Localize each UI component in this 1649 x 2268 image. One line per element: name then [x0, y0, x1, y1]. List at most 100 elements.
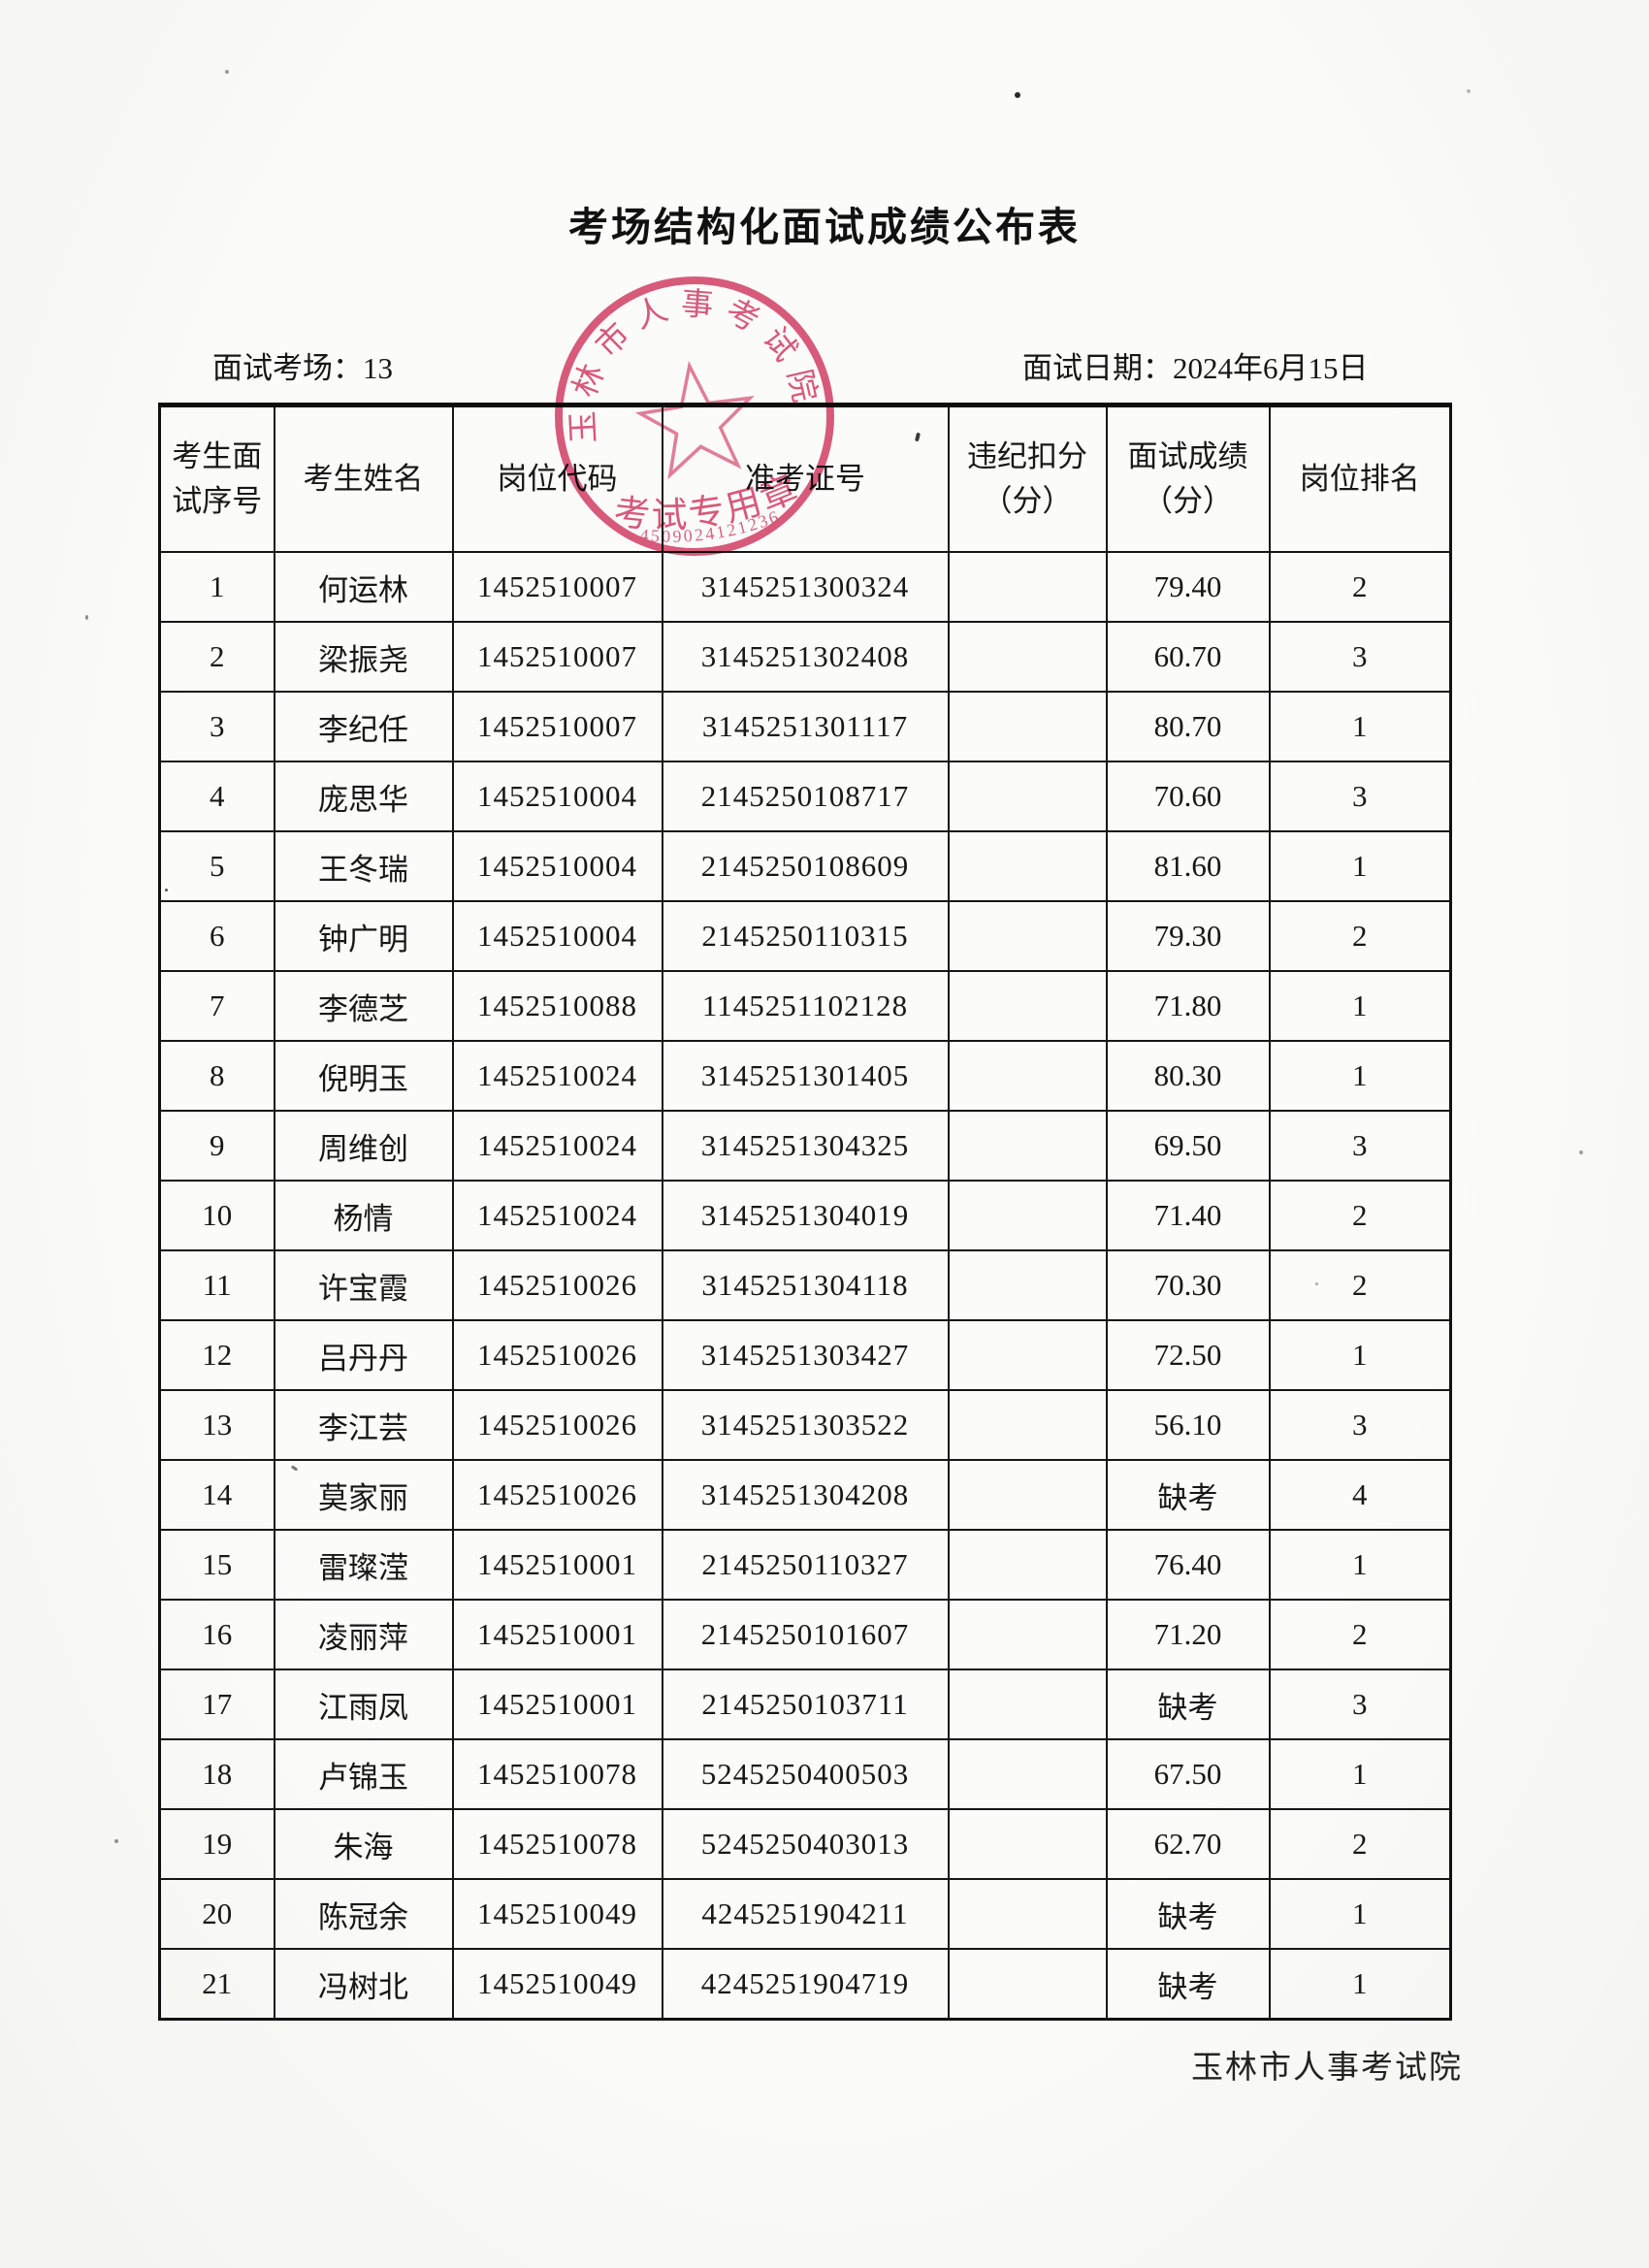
cell-score: 79.40 — [1105, 551, 1271, 623]
table-row: 3 李纪任 1452510007 3145251301117 80.70 1 — [158, 691, 1452, 762]
cell-ticket: 3145251304019 — [661, 1180, 950, 1251]
cell-ticket: 2145250103711 — [661, 1669, 950, 1740]
cell-ticket: 5245250403013 — [661, 1808, 950, 1880]
cell-rank: 1 — [1268, 1948, 1452, 2021]
cell-name: 雷璨滢 — [273, 1529, 454, 1601]
cell-ticket: 3145251301405 — [661, 1040, 950, 1112]
cell-seq: 13 — [158, 1389, 275, 1461]
cell-violation — [947, 1599, 1108, 1670]
cell-ticket: 4245251904211 — [661, 1878, 950, 1950]
cell-seq: 16 — [158, 1599, 275, 1670]
cell-score: 72.50 — [1105, 1319, 1271, 1391]
cell-post-code: 1452510088 — [451, 970, 663, 1042]
cell-rank: 3 — [1268, 1669, 1452, 1740]
table-row: 12 吕丹丹 1452510026 3145251303427 72.50 1 — [158, 1319, 1452, 1391]
exam-room-line: 面试考场：13 — [212, 343, 393, 387]
cell-ticket: 3145251303522 — [661, 1389, 950, 1461]
cell-ticket: 1145251102128 — [661, 970, 950, 1042]
cell-score: 70.60 — [1105, 761, 1271, 832]
cell-rank: 1 — [1268, 830, 1452, 902]
cell-score: 56.10 — [1105, 1389, 1271, 1461]
interview-date-label: 面试日期： — [1022, 351, 1173, 385]
cell-seq: 12 — [158, 1319, 275, 1391]
cell-post-code: 1452510001 — [451, 1669, 663, 1740]
cell-score: 67.50 — [1105, 1738, 1271, 1810]
cell-name: 周维创 — [273, 1110, 454, 1182]
cell-rank: 1 — [1268, 1878, 1452, 1950]
table-row: 10 杨情 1452510024 3145251304019 71.40 2 — [158, 1180, 1452, 1251]
cell-name: 李江芸 — [273, 1389, 454, 1461]
interview-date-value: 2024年6月15日 — [1173, 351, 1369, 385]
cell-ticket: 2145250101607 — [661, 1599, 950, 1670]
cell-name: 李德芝 — [273, 970, 454, 1042]
cell-post-code: 1452510024 — [451, 1040, 663, 1112]
cell-post-code: 1452510004 — [451, 900, 663, 972]
cell-seq: 3 — [158, 691, 275, 762]
cell-name: 吕丹丹 — [273, 1319, 454, 1391]
scan-speck — [1467, 89, 1471, 93]
cell-rank: 1 — [1268, 1040, 1452, 1112]
cell-rank: 2 — [1268, 1249, 1452, 1321]
cell-rank: 1 — [1268, 1319, 1452, 1391]
cell-violation — [947, 1389, 1108, 1461]
cell-score: 缺考 — [1105, 1878, 1271, 1950]
table-body: 1 何运林 1452510007 3145251300324 79.40 2 2 梁振尧 145… — [158, 551, 1452, 2021]
column-header-ticket: 准考证号 — [661, 404, 950, 553]
cell-seq: 8 — [158, 1040, 275, 1112]
cell-score: 79.30 — [1105, 900, 1271, 972]
table-row: 9 周维创 1452510024 3145251304325 69.50 3 — [158, 1110, 1452, 1182]
cell-post-code: 1452510007 — [451, 691, 663, 762]
cell-score: 62.70 — [1105, 1808, 1271, 1880]
cell-post-code: 1452510026 — [451, 1319, 663, 1391]
cell-post-code: 1452510024 — [451, 1180, 663, 1251]
table-row: 1 何运林 1452510007 3145251300324 79.40 2 — [158, 551, 1452, 623]
cell-post-code: 1452510026 — [451, 1389, 663, 1461]
stamp-ring — [555, 276, 834, 556]
cell-seq: 11 — [158, 1249, 275, 1321]
cell-rank: 3 — [1268, 1110, 1452, 1182]
table-row: 6 钟广明 1452510004 2145250110315 79.30 2 — [158, 900, 1452, 972]
scan-speck — [1315, 1282, 1318, 1285]
cell-score: 71.20 — [1105, 1599, 1271, 1670]
cell-name: 冯树北 — [273, 1948, 454, 2021]
table-row: 8 倪明玉 1452510024 3145251301405 80.30 1 — [158, 1040, 1452, 1112]
cell-name: 王冬瑞 — [273, 830, 454, 902]
cell-post-code: 1452510026 — [451, 1249, 663, 1321]
cell-rank: 1 — [1268, 1529, 1452, 1601]
cell-violation — [947, 1249, 1108, 1321]
table-row: 14 莫家丽 1452510026 3145251304208 缺考 4 — [158, 1459, 1452, 1531]
column-header-seq: 考生面 试序号 — [158, 404, 275, 553]
cell-violation — [947, 551, 1108, 623]
cell-rank: 2 — [1268, 900, 1452, 972]
cell-score: 81.60 — [1105, 830, 1271, 902]
cell-violation — [947, 691, 1108, 762]
cell-violation — [947, 1529, 1108, 1601]
cell-ticket: 3145251304325 — [661, 1110, 950, 1182]
cell-seq: 18 — [158, 1738, 275, 1810]
cell-name: 钟广明 — [273, 900, 454, 972]
cell-seq: 10 — [158, 1180, 275, 1251]
cell-score: 缺考 — [1105, 1948, 1271, 2021]
cell-violation — [947, 1110, 1108, 1182]
cell-seq: 9 — [158, 1110, 275, 1182]
cell-seq: 20 — [158, 1878, 275, 1950]
table-row: 19 朱海 1452510078 5245250403013 62.70 2 — [158, 1808, 1452, 1880]
column-header-name: 考生姓名 — [273, 404, 454, 553]
cell-violation — [947, 1948, 1108, 2021]
cell-ticket: 3145251304208 — [661, 1459, 950, 1531]
cell-rank: 1 — [1268, 1738, 1452, 1810]
cell-name: 江雨凤 — [273, 1669, 454, 1740]
document-title: 考场结构化面试成绩公布表 — [568, 205, 1081, 249]
cell-ticket: 2145250108717 — [661, 761, 950, 832]
cell-rank: 3 — [1268, 1389, 1452, 1461]
cell-post-code: 1452510007 — [451, 551, 663, 623]
table-row: 13 李江芸 1452510026 3145251303522 56.10 3 — [158, 1389, 1452, 1461]
cell-seq: 21 — [158, 1948, 275, 2021]
cell-name: 何运林 — [273, 551, 454, 623]
cell-violation — [947, 1319, 1108, 1391]
cell-name: 许宝霞 — [273, 1249, 454, 1321]
cell-post-code: 1452510007 — [451, 621, 663, 693]
table-row: 15 雷璨滢 1452510001 2145250110327 76.40 1 — [158, 1529, 1452, 1601]
cell-rank: 3 — [1268, 621, 1452, 693]
